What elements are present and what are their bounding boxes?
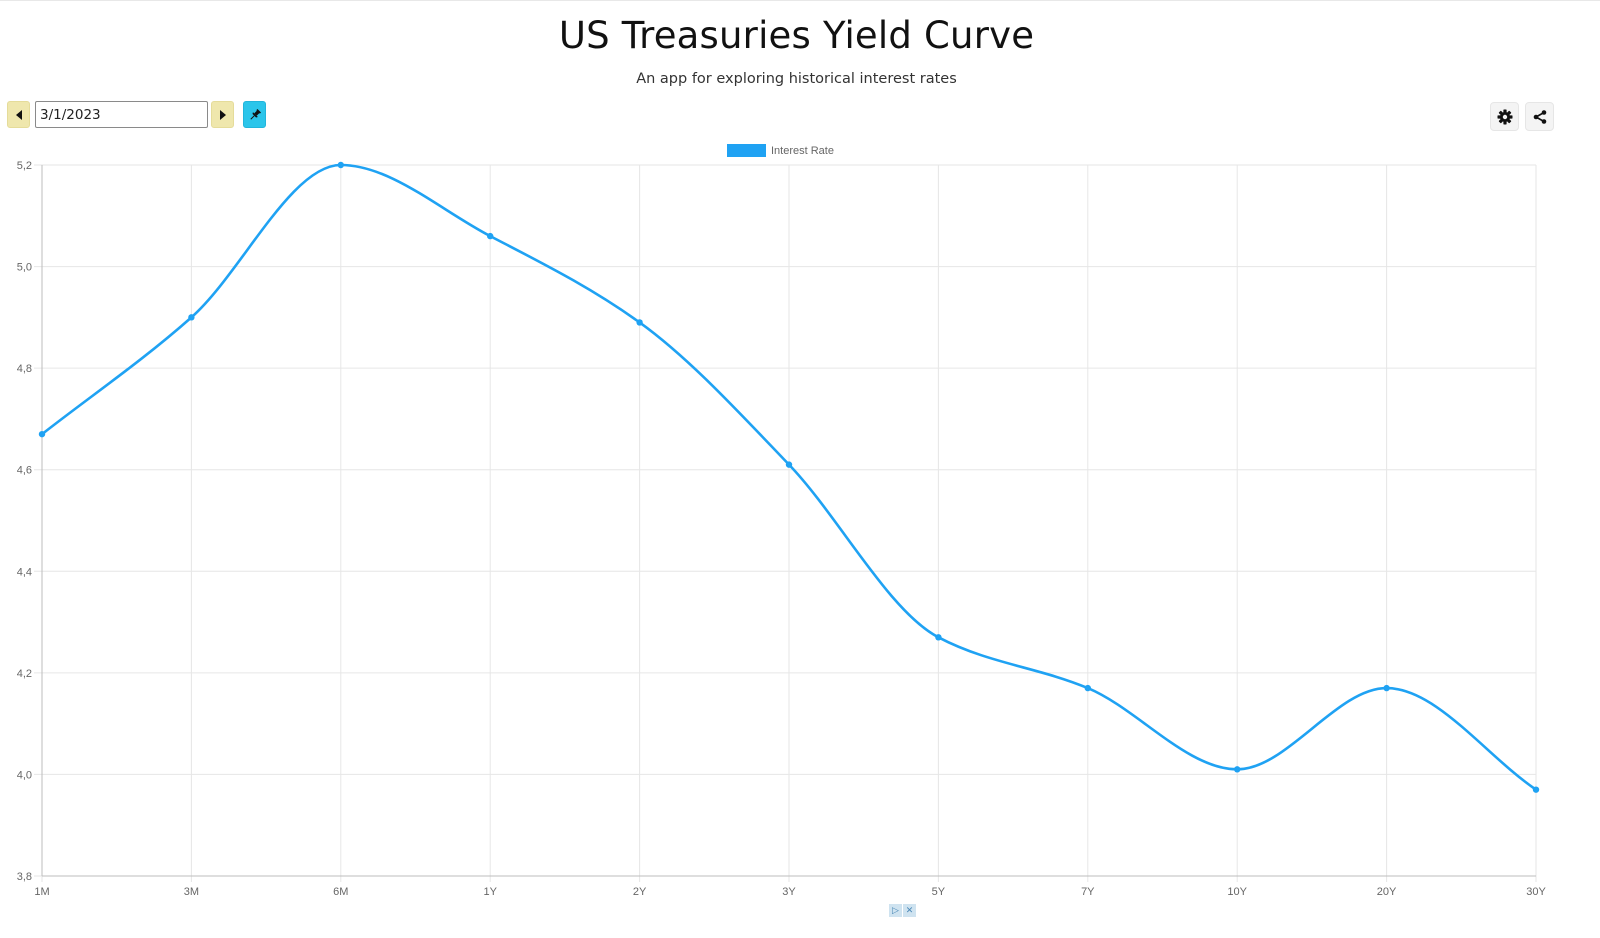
data-point-10y[interactable] <box>1234 766 1241 773</box>
legend-swatch <box>727 144 766 157</box>
data-point-1y[interactable] <box>487 232 494 240</box>
data-point-1m[interactable] <box>38 430 46 438</box>
pin-button[interactable] <box>243 101 266 128</box>
share-button[interactable] <box>1525 102 1554 131</box>
top-border <box>0 0 1600 1</box>
axes: 3,8 4,0 4,2 4,4 4,6 4,8 5,0 5,2 1M 3M 6M 1Y 2Y 3Y 5Y 7Y… <box>17 160 1547 898</box>
data-point-30y[interactable] <box>1532 786 1540 793</box>
share-icon <box>1533 109 1546 124</box>
y-tick-label: 4,4 <box>17 566 32 578</box>
page-title: US Treasuries Yield Curve <box>558 14 1035 57</box>
legend-label: Interest Rate <box>771 145 834 157</box>
x-tick-label: 10Y <box>1227 886 1247 898</box>
data-point-2y[interactable] <box>636 319 643 326</box>
y-tick-label: 4,6 <box>17 465 32 477</box>
ad-play-icon[interactable]: ▷ <box>889 904 902 917</box>
page-subtitle: An app for exploring historical interest… <box>636 71 957 87</box>
x-tick-label: 6M <box>333 886 348 898</box>
x-tick-label: 3M <box>184 886 199 898</box>
x-tick-label: 30Y <box>1526 886 1546 898</box>
y-tick-label: 5,2 <box>17 160 32 172</box>
data-point-6m[interactable] <box>337 161 344 169</box>
ad-close-icon[interactable]: ✕ <box>903 904 916 917</box>
x-tick-label: 1M <box>34 886 49 898</box>
caret-right-icon <box>219 109 226 120</box>
next-date-button[interactable] <box>211 101 234 128</box>
grid <box>34 164 1537 882</box>
y-tick-label: 3,8 <box>17 871 32 883</box>
date-input[interactable] <box>35 101 208 128</box>
pin-icon <box>249 108 261 120</box>
data-point-20y[interactable] <box>1383 684 1390 692</box>
y-tick-label: 5,0 <box>17 262 32 274</box>
x-tick-label: 1Y <box>483 886 497 898</box>
y-tick-label: 4,8 <box>17 363 32 375</box>
previous-date-button[interactable] <box>7 101 30 128</box>
data-point-5y[interactable] <box>935 634 942 641</box>
x-tick-label: 2Y <box>633 886 647 898</box>
caret-left-icon <box>15 109 22 120</box>
data-point-7y[interactable] <box>1084 684 1092 692</box>
x-tick-label: 20Y <box>1377 886 1397 898</box>
y-tick-label: 4,2 <box>17 668 32 680</box>
x-tick-label: 7Y <box>1081 886 1095 898</box>
data-point-3y[interactable] <box>785 461 793 468</box>
x-tick-label: 3Y <box>782 886 796 898</box>
data-point-3m[interactable] <box>188 314 195 321</box>
gear-icon <box>1497 109 1512 124</box>
yield-curve-chart[interactable]: 3,8 4,0 4,2 4,4 4,6 4,8 5,0 5,2 1M 3M 6M 1Y 2Y 3Y 5Y 7Y… <box>0 138 1600 903</box>
x-tick-label: 5Y <box>932 886 946 898</box>
settings-button[interactable] <box>1490 102 1519 131</box>
legend[interactable]: Interest Rate <box>727 144 834 157</box>
ad-badge[interactable]: ▷ ✕ <box>889 904 917 917</box>
y-tick-label: 4,0 <box>17 769 32 781</box>
series-interest-rate <box>38 161 1540 793</box>
